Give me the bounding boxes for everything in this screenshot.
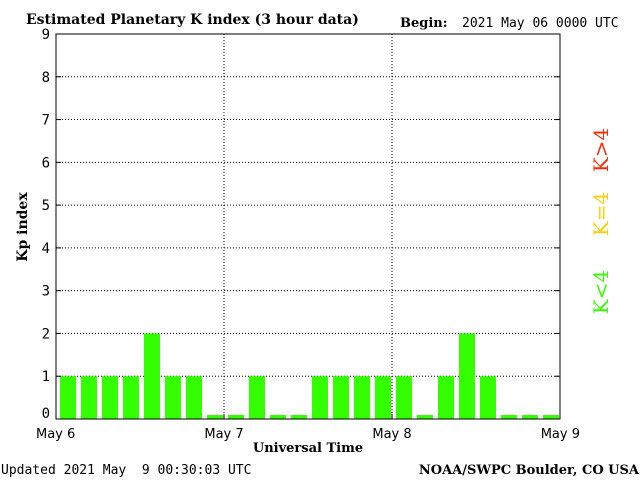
x-tick-label: May 9 (541, 427, 580, 442)
begin-label: Begin: (400, 16, 448, 31)
bar (480, 376, 496, 419)
bar (522, 415, 538, 419)
x-tick-label: May 6 (36, 427, 75, 442)
grid-lines (56, 34, 560, 419)
y-tick-label: 1 (42, 369, 50, 385)
y-tick-label: 0 (42, 406, 50, 422)
source-credit: NOAA/SWPC Boulder, CO USA (419, 463, 640, 478)
bar (396, 376, 412, 419)
bar (144, 333, 160, 419)
x-tick-label: May 7 (204, 427, 243, 442)
y-tick-label: 9 (42, 27, 50, 43)
x-tick-label: May 8 (372, 427, 411, 442)
y-tick-label: 6 (42, 155, 50, 171)
bar (501, 415, 517, 419)
plot-frame (55, 33, 561, 420)
bar (228, 415, 244, 419)
bar (543, 415, 559, 419)
bar (270, 415, 286, 419)
bar-series (60, 333, 559, 419)
y-axis-label: Kp index (15, 192, 31, 262)
bar (60, 376, 76, 419)
bar (207, 415, 223, 419)
bar (375, 376, 391, 419)
y-tick-label: 5 (42, 198, 50, 214)
bar (438, 376, 454, 419)
bar (417, 415, 433, 419)
legend-low: K<4 (589, 270, 613, 314)
bar (81, 376, 97, 419)
begin-value: 2021 May 06 0000 UTC (462, 16, 619, 31)
bar (312, 376, 328, 419)
bar (186, 376, 202, 419)
y-tick-label: 2 (42, 326, 50, 342)
bar (249, 376, 265, 419)
y-tick-label: 7 (42, 113, 50, 129)
bar (291, 415, 307, 419)
bar (123, 376, 139, 419)
x-axis-label: Universal Time (253, 441, 363, 456)
y-tick-label: 3 (42, 284, 50, 300)
bar (459, 333, 475, 419)
legend-high: K>4 (589, 128, 613, 172)
updated-timestamp: Updated 2021 May 9 00:30:03 UTC (1, 463, 251, 478)
bar (165, 376, 181, 419)
x-axis: May 6 May 7 May 8 May 9 (36, 414, 580, 442)
bar (333, 376, 349, 419)
y-tick-label: 4 (42, 241, 50, 257)
y-tick-label: 8 (42, 70, 50, 86)
y-axis: 0 1 2 3 4 5 6 7 8 9 (42, 27, 560, 422)
legend-mid: K=4 (589, 192, 613, 236)
chart-title: Estimated Planetary K index (3 hour data… (26, 12, 359, 28)
bar (354, 376, 370, 419)
bar (102, 376, 118, 419)
